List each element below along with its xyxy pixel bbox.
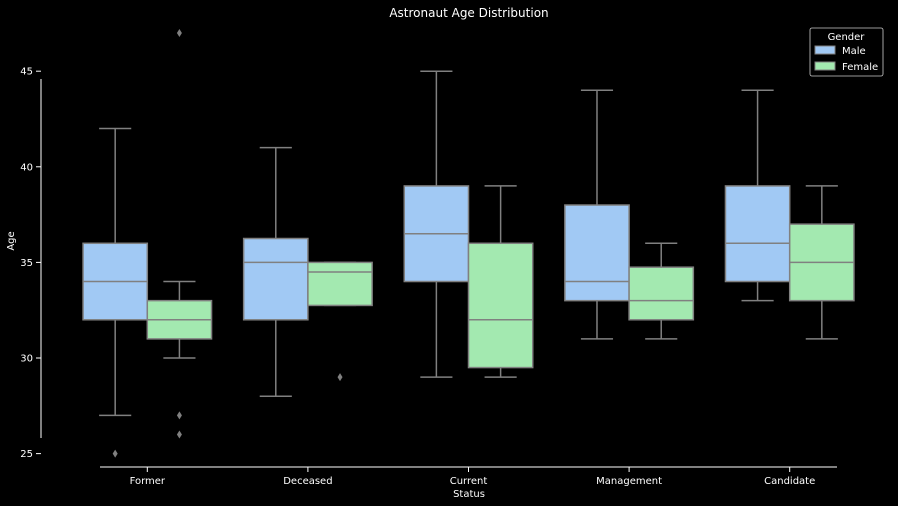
- legend-entry-female: Female: [842, 62, 878, 73]
- y-tick-label: 40: [20, 162, 33, 173]
- x-tick-label: Management: [596, 476, 662, 487]
- box-male-former: [82, 127, 149, 458]
- legend-swatch-male: [814, 45, 836, 55]
- legend: Gender Male Female: [809, 27, 884, 77]
- outlier-point: [176, 28, 182, 37]
- box-iqr: [307, 261, 373, 307]
- legend-title: Gender: [828, 32, 866, 43]
- x-tick-label: Former: [130, 476, 166, 487]
- box-male-management: [564, 89, 630, 340]
- box-iqr: [564, 204, 630, 302]
- y-tick-label: 25: [20, 449, 33, 460]
- chart-title: Astronaut Age Distribution: [389, 6, 548, 20]
- box-male-deceased: [242, 146, 309, 398]
- x-tick-label: Deceased: [283, 476, 332, 487]
- outlier-point: [337, 373, 343, 382]
- box-female-former: [146, 28, 213, 439]
- outlier-point: [176, 430, 182, 439]
- box-female-current: [467, 185, 534, 378]
- box-female-candidate: [788, 185, 855, 340]
- x-tick-label: Current: [450, 476, 488, 487]
- y-tick-label: 35: [20, 258, 33, 269]
- legend-swatch-female: [814, 61, 836, 71]
- box-male-current: [403, 70, 470, 378]
- y-ticks: 25 30 35 40 45: [20, 67, 41, 460]
- box-male-candidate: [724, 89, 791, 302]
- box-iqr: [628, 266, 695, 321]
- box-iqr: [242, 237, 309, 321]
- x-axis-label: Status: [453, 489, 485, 500]
- x-tick-label: Candidate: [764, 476, 815, 487]
- legend-entry-male: Male: [842, 46, 866, 57]
- box-female-deceased: [307, 261, 373, 382]
- y-axis-label: Age: [6, 231, 17, 250]
- boxes: [82, 28, 855, 458]
- y-tick-label: 45: [20, 67, 33, 78]
- outlier-point: [176, 411, 182, 420]
- outlier-point: [112, 449, 118, 458]
- box-iqr: [467, 242, 534, 369]
- box-iqr: [724, 185, 791, 283]
- x-ticks: Former Deceased Current Management Candidate: [130, 467, 815, 487]
- box-female-management: [628, 242, 695, 340]
- y-tick-label: 30: [20, 354, 33, 365]
